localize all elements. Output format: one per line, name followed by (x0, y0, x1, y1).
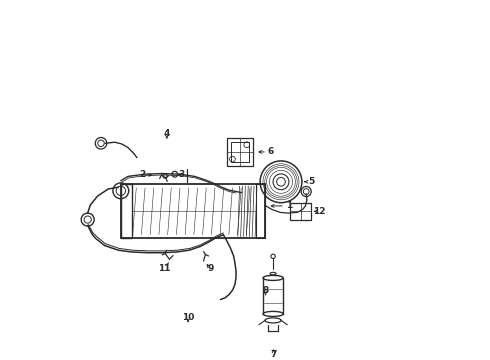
Text: 11: 11 (158, 264, 171, 273)
Bar (231, 142, 249, 162)
Text: 2: 2 (139, 171, 146, 180)
Bar (121, 184, 265, 238)
Text: 3: 3 (178, 171, 184, 180)
Text: 12: 12 (313, 207, 325, 216)
Bar (291, 203, 311, 220)
Text: 4: 4 (164, 129, 170, 138)
Text: 6: 6 (268, 148, 274, 156)
Text: 10: 10 (182, 313, 195, 322)
Bar (227, 138, 253, 166)
Text: 8: 8 (263, 286, 269, 294)
Text: 9: 9 (208, 264, 214, 274)
Text: 1: 1 (286, 202, 292, 210)
Text: 7: 7 (270, 350, 277, 359)
Text: 5: 5 (308, 177, 315, 186)
Bar (121, 184, 132, 238)
Bar (256, 184, 265, 238)
